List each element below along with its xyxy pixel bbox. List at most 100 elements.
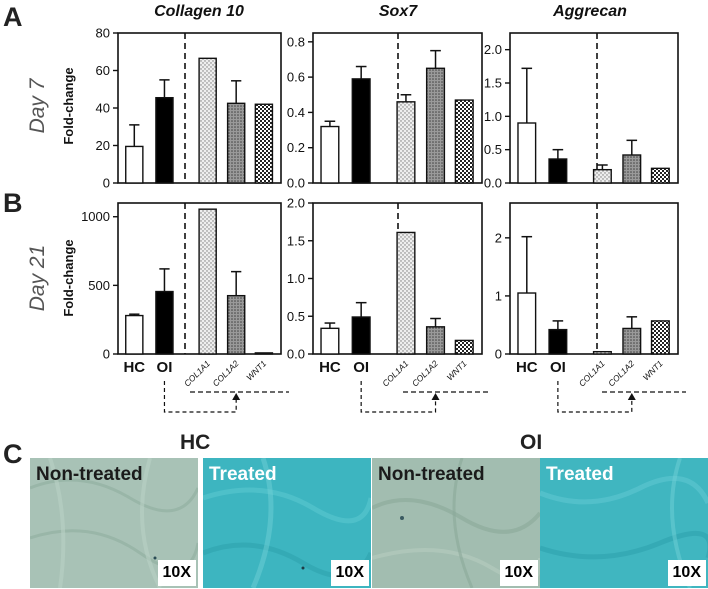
micro-oi-treated-mag: 10X [667,560,706,586]
chart-day7-sox7-ytick-label: 0.6 [287,70,305,85]
chart-day21-collagen10-ytick-label: 500 [88,278,110,293]
chart-day21-sox7-bar-col1a2 [425,326,446,355]
chart-day21-collagen10-arrow-icon [232,393,241,400]
chart-day21-aggrecan-xlabel-col1a1: COL1A1 [577,358,607,388]
micro-hc-treated-mag: 10X [330,560,369,586]
chart-day7-sox7-ytick-label: 0.8 [287,34,305,49]
chart-day7-collagen10-ytick-label: 40 [96,101,110,116]
panel-label-c: C [3,439,23,469]
chart-day7-aggrecan-ytick-label: 2.0 [484,42,502,57]
chart-day21-aggrecan-ytick-label: 1 [495,288,502,303]
micro-oi-treated: Treated 10X [540,458,708,588]
chart-day21-sox7-ytick-label: 1.5 [287,233,305,248]
chart-day21-collagen10-bar-oi [155,290,174,355]
micro-oi-treated-label: Treated [546,464,614,485]
chart-day21-sox7-connector [360,381,437,413]
chart-day21-aggrecan-arrow-icon [627,393,636,400]
chart-day7-sox7-ytick-label: 0.4 [287,105,305,120]
column-title-aggrecan: Aggrecan [552,3,627,20]
chart-day21-collagen10-xlabel-col1a1: COL1A1 [182,358,212,388]
chart-day21-aggrecan-connector [557,381,633,413]
chart-day21-aggrecan-bar-oi [548,328,568,355]
micro-oi-nontreated-mag: 10X [499,560,538,586]
chart-day21-sox7-xlabel-col1a2: COL1A2 [410,358,440,388]
micro-hc-nontreated-label: Non-treated [36,464,143,485]
chart-day21-sox7-xlabel-col1a1: COL1A1 [380,358,410,388]
chart-day7-collagen10-bar-hc [125,145,144,184]
chart-day7-aggrecan-ytick-label: 1.0 [484,109,502,124]
chart-day21-collagen10-xlabel-hc: HC [123,359,145,376]
chart-day7-collagen10-ytick-label: 60 [96,63,110,78]
chart-day7-sox7: 0.0 0.2 0.4 0.6 0.8 [287,32,483,191]
chart-day7-sox7-bar-hc [320,125,340,184]
chart-day7-aggrecan-bar-wnt1 [650,167,670,184]
column-title-collagen10: Collagen 10 [154,3,244,20]
chart-day21-aggrecan-bar-hc [517,292,537,355]
chart-day21-sox7-bar-col1a1 [396,231,416,355]
chart-day21-collagen10-bar-wnt1 [254,352,274,355]
ylabel-day21: Fold-change [61,239,76,316]
chart-day21-aggrecan-xlabel-col1a2: COL1A2 [606,358,636,388]
chart-day7-aggrecan-bar-col1a2 [622,154,642,184]
chart-day7-sox7-ytick-label: 0.2 [287,140,305,155]
chart-day7-sox7-bar-col1a1 [396,101,416,184]
chart-day21-sox7-ytick-label: 1.0 [287,271,305,286]
chart-day7-sox7-bar-oi [351,78,371,184]
chart-day21-collagen10-connector [163,381,237,413]
charts-layer: 0204060800.00.20.40.60.80.00.51.01.52.00… [81,26,686,413]
chart-day21-collagen10-bar-hc [125,314,144,355]
chart-day21-collagen10-xlabel-wnt1: WNT1 [244,358,268,382]
chart-day21-sox7-xlabel-wnt1: WNT1 [445,358,469,382]
chart-day7-aggrecan-bar-oi [548,158,568,184]
row-label-day21: Day 21 [26,245,49,312]
row-label-day7: Day 7 [26,77,49,133]
chart-day21-aggrecan-bar-wnt1 [650,320,670,355]
chart-day7-aggrecan-ytick-label: 1.5 [484,76,502,91]
micro-hc-treated: Treated 10X [203,458,371,588]
chart-day7-collagen10-bar-oi [155,96,174,184]
chart-day7-aggrecan-ytick-label: 0.5 [484,142,502,157]
chart-day21-aggrecan-xlabel-oi: OI [550,359,566,376]
chart-day7-collagen10-bar-wnt1 [254,103,274,184]
chart-day21-sox7-bar-hc [320,327,340,355]
chart-day21-sox7: 0.0 0.5 1.0 1.5 2.0 HC OI COL1A1 COL1A2 WNT1 [287,196,490,413]
chart-day21-aggrecan-ytick-label: 0 [495,347,502,362]
microscopy-group-hc: HC [180,431,211,454]
chart-day21-aggrecan-xlabel-hc: HC [516,359,538,376]
chart-day7-collagen10-ytick-label: 20 [96,138,110,153]
chart-day21-sox7-ytick-label: 0.5 [287,309,305,324]
chart-day21-aggrecan-bar-col1a2 [622,327,642,355]
chart-day21-collagen10-ytick-label: 0 [103,347,110,362]
chart-day21-sox7-ytick-label: 0.0 [287,347,305,362]
chart-day7-aggrecan-ytick-label: 0.0 [484,176,502,191]
chart-day7-collagen10-ytick-label: 80 [96,26,110,41]
chart-day7-aggrecan-bar-hc [517,122,537,184]
chart-day21-sox7-xlabel-oi: OI [353,359,369,376]
chart-day7-aggrecan: 0.0 0.5 1.0 1.5 2.0 [484,32,679,191]
chart-day21-aggrecan-ytick-label: 2 [495,230,502,245]
micro-oi-nontreated: Non-treated 10X [372,458,540,588]
micro-hc-treated-label: Treated [209,464,277,485]
chart-day21-collagen10-bar-col1a2 [226,294,246,355]
chart-day21-collagen10-xlabel-col1a2: COL1A2 [210,358,240,388]
chart-day7-aggrecan-bar-col1a1 [592,168,612,184]
chart-day21-collagen10-bar-col1a1 [198,208,217,355]
chart-day21-collagen10-ytick-label: 1000 [81,209,110,224]
chart-day7-sox7-ytick-label: 0.0 [287,176,305,191]
chart-day7-collagen10: 0 20 40 60 80 [96,26,282,191]
chart-day7-sox7-bar-col1a2 [425,67,446,184]
ylabel-day7: Fold-change [61,67,76,144]
micro-hc-nontreated: Non-treated 10X [30,458,198,588]
chart-day7-sox7-bar-wnt1 [454,99,474,184]
chart-day21-sox7-bar-wnt1 [454,339,474,355]
panel-label-a: A [3,2,23,32]
chart-day21-aggrecan-bar-col1a1 [592,350,612,355]
panel-label-b: B [3,188,23,218]
chart-day21-sox7-ytick-label: 2.0 [287,196,305,211]
micro-hc-nontreated-mag: 10X [157,560,196,586]
chart-day7-collagen10-ytick-label: 0 [103,176,110,191]
micro-oi-nontreated-label: Non-treated [378,464,485,485]
chart-day7-collagen10-bar-col1a1 [198,57,217,184]
